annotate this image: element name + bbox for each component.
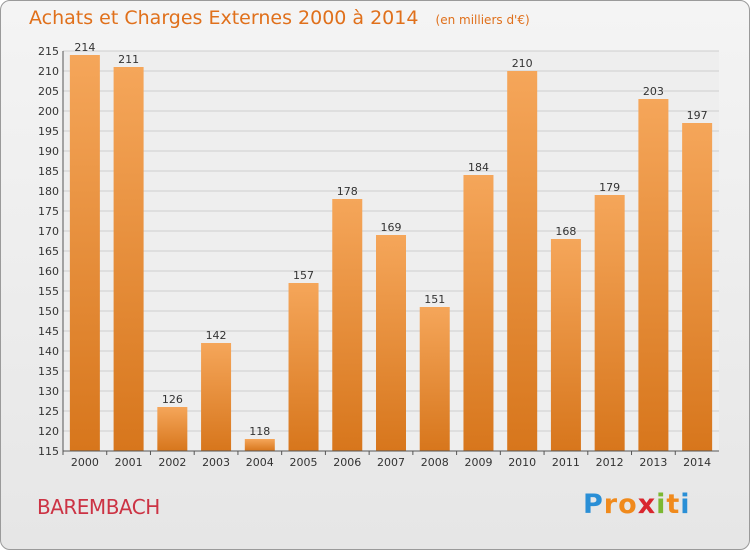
x-tick-label-2004: 2004 xyxy=(246,456,274,469)
x-tick-label-2014: 2014 xyxy=(683,456,711,469)
x-tick-label-2005: 2005 xyxy=(290,456,318,469)
y-tick-label: 180 xyxy=(38,185,59,198)
logo-letter: o xyxy=(618,489,638,520)
x-tick-label-2008: 2008 xyxy=(421,456,449,469)
logo-letter: i xyxy=(656,489,667,520)
bar-2007 xyxy=(376,235,406,451)
bar-2004 xyxy=(244,439,275,451)
bar-2014 xyxy=(682,123,713,451)
bar-2000 xyxy=(69,55,100,451)
y-tick-label: 125 xyxy=(38,405,59,418)
bar-2008 xyxy=(419,307,450,451)
logo-letter: r xyxy=(603,489,619,520)
value-label-2010: 210 xyxy=(512,57,533,70)
value-label-2012: 179 xyxy=(599,181,620,194)
bar-2013 xyxy=(638,99,669,451)
value-label-2008: 151 xyxy=(424,293,445,306)
x-tick-label-2011: 2011 xyxy=(552,456,580,469)
proxiti-logo: Proxiti xyxy=(583,489,691,520)
value-label-2002: 126 xyxy=(162,393,183,406)
y-tick-label: 160 xyxy=(38,265,59,278)
y-tick-label: 170 xyxy=(38,225,59,238)
y-tick-label: 130 xyxy=(38,385,59,398)
y-tick-label: 195 xyxy=(38,125,59,138)
y-tick-label: 205 xyxy=(38,85,59,98)
y-tick-label: 165 xyxy=(38,245,59,258)
x-tick-label-2006: 2006 xyxy=(333,456,361,469)
x-tick-label-2010: 2010 xyxy=(508,456,536,469)
value-label-2004: 118 xyxy=(249,425,270,438)
logo-letter: P xyxy=(583,489,604,520)
value-label-2013: 203 xyxy=(643,85,664,98)
y-tick-label: 135 xyxy=(38,365,59,378)
title-row: Achats et Charges Externes 2000 à 2014 (… xyxy=(29,7,530,29)
x-tick-label-2013: 2013 xyxy=(639,456,667,469)
x-tick-label-2009: 2009 xyxy=(464,456,492,469)
value-label-2003: 142 xyxy=(206,329,227,342)
bar-2002 xyxy=(157,407,188,451)
y-tick-label: 175 xyxy=(38,205,59,218)
bar-2005 xyxy=(288,283,319,451)
bar-2011 xyxy=(550,239,581,451)
y-tick-label: 190 xyxy=(38,145,59,158)
value-label-2009: 184 xyxy=(468,161,489,174)
value-label-2001: 211 xyxy=(118,53,139,66)
value-label-2005: 157 xyxy=(293,269,314,282)
y-tick-label: 185 xyxy=(38,165,59,178)
y-tick-label: 210 xyxy=(38,65,59,78)
bar-2003 xyxy=(201,343,232,451)
bar-2006 xyxy=(332,199,363,451)
bar-2009 xyxy=(463,175,494,451)
logo-letter: i xyxy=(680,489,691,520)
value-label-2011: 168 xyxy=(555,225,576,238)
logo-letter: x xyxy=(637,489,657,520)
x-tick-label-2012: 2012 xyxy=(596,456,624,469)
y-tick-label: 150 xyxy=(38,305,59,318)
value-label-2006: 178 xyxy=(337,185,358,198)
bar-2010 xyxy=(507,71,538,451)
logo-letter: t xyxy=(666,489,681,520)
y-tick-label: 215 xyxy=(38,45,59,58)
x-tick-label-2000: 2000 xyxy=(71,456,99,469)
unit-note: (en milliers d'€) xyxy=(435,13,530,27)
bar-2012 xyxy=(594,195,625,451)
bar-2001 xyxy=(113,67,144,451)
y-tick-label: 145 xyxy=(38,325,59,338)
value-label-2007: 169 xyxy=(381,221,402,234)
y-tick-label: 155 xyxy=(38,285,59,298)
y-tick-label: 120 xyxy=(38,425,59,438)
town-name: BAREMBACH xyxy=(37,495,160,519)
x-tick-label-2003: 2003 xyxy=(202,456,230,469)
value-label-2000: 214 xyxy=(74,41,95,54)
x-tick-label-2007: 2007 xyxy=(377,456,405,469)
value-label-2014: 197 xyxy=(687,109,708,122)
x-tick-label-2001: 2001 xyxy=(115,456,143,469)
x-tick-label-2002: 2002 xyxy=(158,456,186,469)
y-tick-label: 200 xyxy=(38,105,59,118)
y-tick-label: 140 xyxy=(38,345,59,358)
y-tick-label: 115 xyxy=(38,445,59,458)
chart-title: Achats et Charges Externes 2000 à 2014 xyxy=(29,7,419,29)
